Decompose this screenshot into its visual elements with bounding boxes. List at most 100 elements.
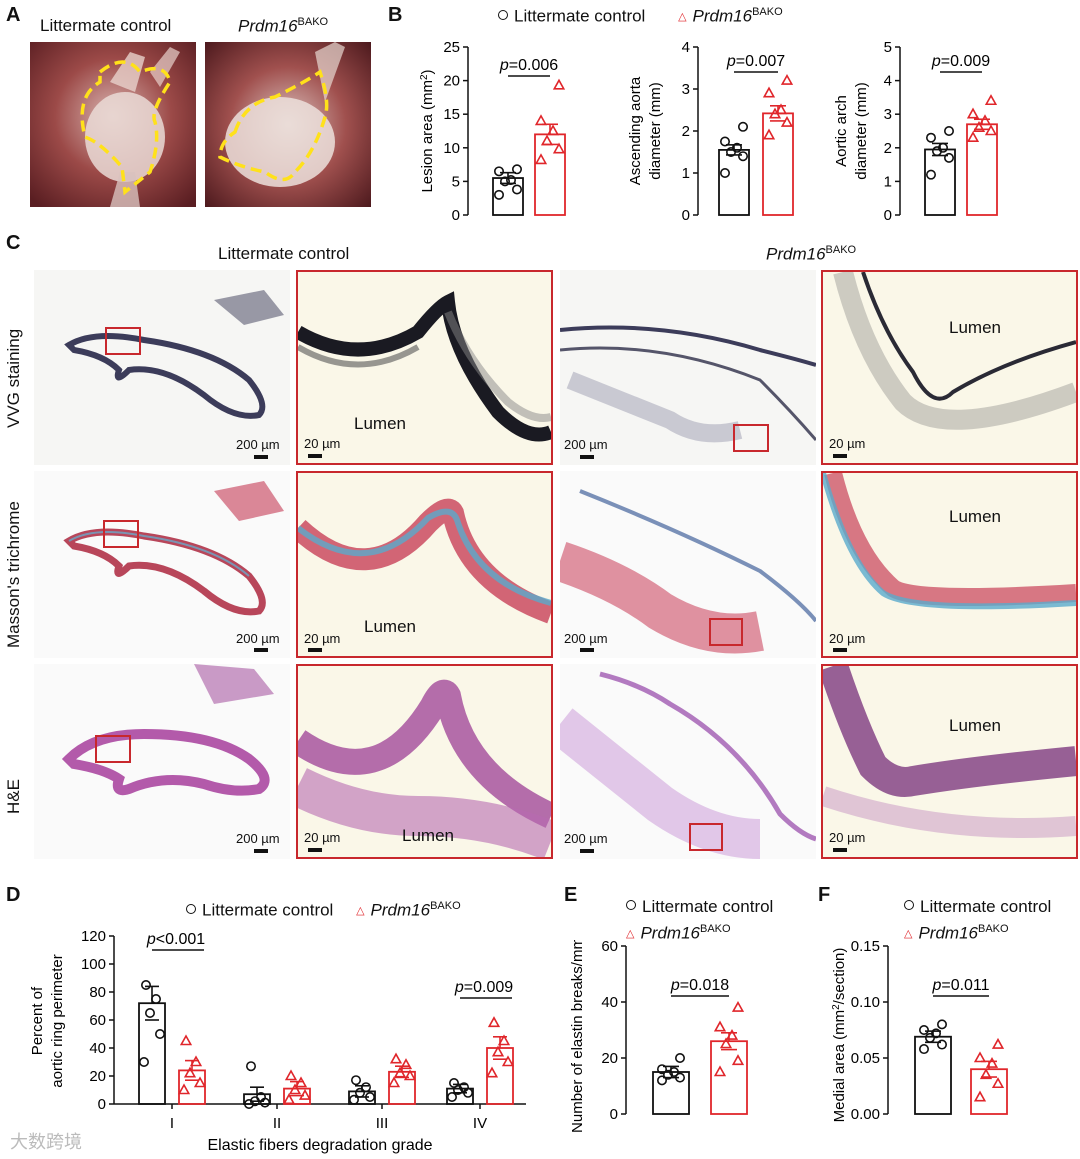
data-point-ko xyxy=(966,131,980,143)
data-point-ko xyxy=(294,1076,308,1088)
data-point-ko xyxy=(780,115,794,127)
panel-label-e: E xyxy=(564,884,578,906)
data-point-ko xyxy=(179,1034,193,1046)
data-point-ko xyxy=(973,1051,987,1063)
x-tick-label: II xyxy=(273,1115,281,1132)
p-symbol: p xyxy=(454,979,464,996)
axis-label-part: Medial area (mm xyxy=(831,1010,848,1123)
y-tick-label: 20 xyxy=(443,73,460,90)
he-ko-zoom: Lumen 20 µm xyxy=(821,664,1078,859)
y-tick-label: 20 xyxy=(89,1068,106,1085)
data-point-control xyxy=(657,1064,668,1075)
legend-ko-sup: BAKO xyxy=(700,923,731,935)
scalebar-label: 200 µm xyxy=(564,437,608,452)
data-point-ko xyxy=(719,1037,733,1049)
data-point-control xyxy=(360,1082,371,1093)
row-label-he: H&E xyxy=(4,779,23,814)
data-point-ko xyxy=(552,78,566,90)
data-point-control xyxy=(926,132,937,143)
data-point-ko xyxy=(298,1088,312,1100)
y-axis-label: Aortic arch xyxy=(833,95,850,167)
y-tick-label: 100 xyxy=(81,956,106,973)
masson-ko-zoom: Lumen 20 µm xyxy=(821,471,1078,658)
data-point-ko xyxy=(501,1055,515,1067)
legend-control-marker-icon xyxy=(498,9,508,20)
y-tick-label: 0 xyxy=(884,207,892,224)
bar-ko xyxy=(710,1040,748,1115)
data-point-control xyxy=(937,1039,948,1050)
data-point-control xyxy=(732,142,743,153)
data-point-control xyxy=(458,1082,469,1093)
panel-a-control-label: Littermate control xyxy=(40,16,172,35)
data-point-ko xyxy=(552,142,566,154)
data-point-control xyxy=(350,1075,361,1086)
y-tick-label: 0 xyxy=(452,207,460,224)
scalebar xyxy=(308,454,322,458)
p-value-label: p=0.009 xyxy=(931,53,990,70)
legend-d: Littermate control △ Prdm16BAKO xyxy=(186,900,461,921)
data-point-ko xyxy=(284,1069,298,1081)
axis-label-part: diameter (mm) xyxy=(853,82,870,180)
y-tick-label: 1 xyxy=(682,165,690,182)
axis-label-part: Ascending aorta xyxy=(627,76,644,185)
legend-ko-marker-icon: △ xyxy=(904,927,913,940)
data-point-ko xyxy=(403,1069,417,1081)
axis-label-part: aortic ring perimeter xyxy=(49,954,66,1087)
data-point-control xyxy=(246,1061,257,1072)
data-point-control xyxy=(919,1025,930,1036)
data-point-ko xyxy=(540,134,554,146)
data-point-ko xyxy=(189,1055,203,1067)
data-point-control xyxy=(919,1044,930,1055)
y-tick-label: 15 xyxy=(443,106,460,123)
zoom-box xyxy=(709,618,743,646)
panel-label-f: F xyxy=(818,884,831,906)
data-point-control xyxy=(354,1087,365,1098)
data-point-control xyxy=(738,121,749,132)
he-control-overview: 200 µm xyxy=(34,664,290,859)
data-point-ko xyxy=(774,103,788,115)
photo-ko-aorta xyxy=(205,42,371,207)
legend-control-label: Littermate control xyxy=(514,6,646,26)
legend-ko-gene: Prdm16 xyxy=(640,923,700,943)
zoom-box xyxy=(689,823,723,851)
legend-ko-sup: BAKO xyxy=(978,923,1009,935)
axis-label-part: Percent of xyxy=(29,986,46,1055)
y-tick-label: 120 xyxy=(81,928,106,945)
lumen-label: Lumen xyxy=(949,716,1001,735)
panel-c-col-ko: Prdm16BAKO xyxy=(766,244,857,264)
y-tick-label: 10 xyxy=(443,140,460,157)
scalebar xyxy=(833,848,847,852)
legend-e: Littermate control △ Prdm16BAKO xyxy=(626,896,773,945)
data-point-ko xyxy=(497,1034,511,1046)
scalebar-label: 20 µm xyxy=(304,830,341,845)
axis-label-part: 2 xyxy=(831,1004,842,1010)
data-point-ko xyxy=(487,1016,501,1028)
y-tick-label: 0.05 xyxy=(851,1050,880,1067)
watermark: 大数跨境 xyxy=(10,1132,82,1152)
panel-label-c: C xyxy=(6,232,21,254)
data-point-ko xyxy=(288,1083,302,1095)
legend-ko-gene: Prdm16 xyxy=(692,6,753,26)
data-point-control xyxy=(944,152,955,163)
axis-label-part: 2 xyxy=(419,74,430,80)
data-point-ko xyxy=(731,1000,745,1012)
zoom-box xyxy=(95,735,131,763)
scalebar xyxy=(308,648,322,652)
data-point-ko xyxy=(731,1054,745,1066)
y-tick-label: 20 xyxy=(601,1050,618,1067)
vvg-control-zoom: Lumen 20 µm xyxy=(296,270,553,465)
data-point-control xyxy=(657,1075,668,1086)
masson-ko-overview: 200 µm xyxy=(560,471,816,658)
legend-ko-gene: Prdm16 xyxy=(370,900,431,920)
bar-control xyxy=(348,1090,376,1105)
vvg-ko-zoom: Lumen 20 µm xyxy=(821,270,1078,465)
data-point-ko xyxy=(991,1037,1005,1049)
legend-control-label: Littermate control xyxy=(920,897,1052,916)
panel-label-b: B xyxy=(388,4,403,26)
data-point-control xyxy=(448,1078,459,1089)
y-tick-label: 5 xyxy=(884,39,892,56)
panel-c-col-control: Littermate control xyxy=(218,244,350,263)
data-point-control xyxy=(926,169,937,180)
y-tick-label: 60 xyxy=(89,1012,106,1029)
scalebar-label: 20 µm xyxy=(829,436,866,451)
